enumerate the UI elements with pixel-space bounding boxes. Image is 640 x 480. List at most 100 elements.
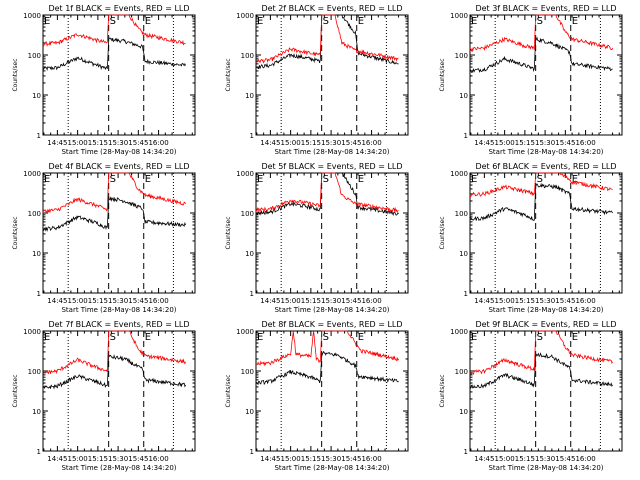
- x-tick-label: 15:30: [108, 297, 128, 305]
- time-marker-label: E: [471, 332, 477, 343]
- x-tick-label: 14:45: [260, 297, 280, 305]
- x-tick-label: 15:30: [535, 297, 555, 305]
- events-series-line: [469, 182, 613, 222]
- y-tick-label: 1: [37, 290, 41, 298]
- x-tick-label: 15:45: [341, 455, 361, 463]
- lld-series-line: [42, 14, 186, 47]
- x-tick-label: 16:00: [361, 139, 381, 147]
- x-tick-label: 16:00: [361, 455, 381, 463]
- time-marker-label: E: [145, 16, 151, 27]
- x-tick-label: 15:00: [281, 455, 301, 463]
- y-tick-label: 1: [464, 290, 468, 298]
- y-tick-label: 1: [464, 448, 468, 456]
- events-series-line: [42, 37, 186, 71]
- lld-series-line: [255, 172, 399, 214]
- x-axis-label: Start Time (28-May-08 14:34:20): [274, 148, 389, 156]
- chart-title: Det 5f BLACK = Events, RED = LLD: [261, 162, 402, 171]
- y-tick-label: 100: [28, 210, 41, 218]
- x-tick-label: 15:30: [535, 139, 555, 147]
- y-tick-label: 100: [455, 210, 468, 218]
- y-tick-label: 1000: [450, 12, 468, 20]
- x-axis-label: Start Time (28-May-08 14:34:20): [61, 464, 176, 472]
- lld-series-line: [42, 172, 186, 215]
- chart-panel: Det 8f BLACK = Events, RED = LLD 1 10 100 10…: [225, 320, 409, 472]
- chart-title: Det 3f BLACK = Events, RED = LLD: [475, 4, 616, 13]
- time-marker-label: S: [110, 174, 116, 185]
- x-tick-label: 15:00: [68, 297, 88, 305]
- events-series-line: [255, 350, 399, 386]
- y-tick-label: 1: [37, 448, 41, 456]
- time-marker-label: S: [537, 332, 543, 343]
- x-tick-label: 15:45: [555, 455, 575, 463]
- time-marker-label: E: [572, 174, 578, 185]
- x-tick-label: 15:00: [495, 455, 515, 463]
- x-tick-label: 14:45: [47, 297, 67, 305]
- time-marker-label: E: [44, 332, 50, 343]
- y-tick-label: 10: [459, 408, 468, 416]
- x-tick-label: 15:45: [555, 297, 575, 305]
- plot-frame: [42, 14, 196, 136]
- x-tick-label: 15:00: [281, 139, 301, 147]
- x-tick-label: 15:15: [301, 139, 321, 147]
- lld-series-line: [42, 330, 186, 375]
- y-tick-label: 10: [459, 250, 468, 258]
- time-marker-label: E: [358, 16, 364, 27]
- x-tick-label: 15:30: [321, 455, 341, 463]
- lld-series-line: [255, 14, 399, 64]
- y-tick-label: 100: [28, 368, 41, 376]
- y-tick-label: 100: [28, 52, 41, 60]
- y-axis-label: Counts/sec: [12, 216, 19, 249]
- y-tick-label: 10: [459, 92, 468, 100]
- plot-frame: [469, 330, 623, 452]
- y-tick-label: 1000: [236, 12, 254, 20]
- time-marker-label: S: [323, 174, 329, 185]
- chart-panel: Det 2f BLACK = Events, RED = LLD 1 10 100 10…: [225, 4, 409, 156]
- y-tick-label: 1000: [23, 12, 41, 20]
- x-tick-label: 15:15: [301, 455, 321, 463]
- x-tick-label: 14:45: [47, 139, 67, 147]
- x-tick-label: 15:15: [515, 139, 535, 147]
- plot-frame: [42, 330, 196, 452]
- chart-panel: Det 5f BLACK = Events, RED = LLD 1 10 100 10…: [225, 162, 409, 314]
- x-tick-label: 15:30: [108, 455, 128, 463]
- y-tick-label: 100: [241, 368, 254, 376]
- x-tick-label: 16:00: [361, 297, 381, 305]
- x-tick-label: 16:00: [148, 455, 168, 463]
- x-tick-label: 15:45: [341, 297, 361, 305]
- y-tick-label: 10: [245, 250, 254, 258]
- time-marker-label: E: [471, 16, 477, 27]
- y-tick-label: 100: [455, 368, 468, 376]
- x-tick-label: 14:45: [260, 455, 280, 463]
- x-tick-label: 16:00: [148, 297, 168, 305]
- y-tick-label: 100: [241, 52, 254, 60]
- y-tick-label: 1000: [450, 170, 468, 178]
- x-tick-label: 15:45: [341, 139, 361, 147]
- time-marker-label: S: [537, 174, 543, 185]
- chart-panel: Det 7f BLACK = Events, RED = LLD 1 10 100 10…: [12, 320, 196, 472]
- y-tick-label: 10: [32, 92, 41, 100]
- time-marker-label: E: [572, 332, 578, 343]
- x-tick-label: 15:00: [281, 297, 301, 305]
- y-axis-label: Counts/sec: [12, 374, 19, 407]
- plot-frame: [255, 172, 409, 294]
- y-tick-label: 10: [32, 408, 41, 416]
- y-tick-label: 10: [245, 92, 254, 100]
- x-axis-label: Start Time (28-May-08 14:34:20): [274, 306, 389, 314]
- time-marker-label: S: [537, 16, 543, 27]
- y-axis-label: Counts/sec: [439, 216, 446, 249]
- plot-frame: [255, 14, 409, 136]
- chart-title: Det 1f BLACK = Events, RED = LLD: [48, 4, 189, 13]
- lld-series-line: [469, 14, 613, 53]
- chart-panel: Det 6f BLACK = Events, RED = LLD 1 10 100 10…: [439, 162, 623, 314]
- y-tick-label: 1: [250, 290, 254, 298]
- x-tick-label: 15:00: [68, 139, 88, 147]
- chart-panel: Det 9f BLACK = Events, RED = LLD 1 10 100 10…: [439, 320, 623, 472]
- x-tick-label: 15:15: [88, 455, 108, 463]
- x-tick-label: 15:30: [321, 297, 341, 305]
- time-marker-label: E: [257, 332, 263, 343]
- chart-panel: Det 4f BLACK = Events, RED = LLD 1 10 100 10…: [12, 162, 196, 314]
- time-marker-label: E: [358, 174, 364, 185]
- time-marker-label: E: [471, 174, 477, 185]
- plot-frame: [255, 330, 409, 452]
- y-axis-label: Counts/sec: [225, 58, 232, 91]
